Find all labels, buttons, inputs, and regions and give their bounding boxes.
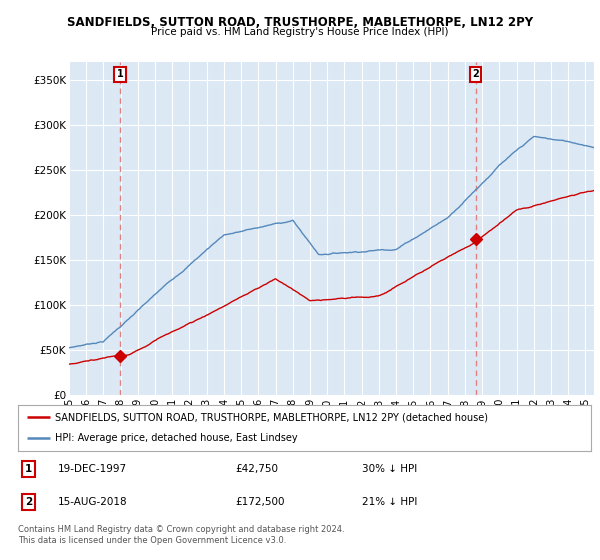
Text: Contains HM Land Registry data © Crown copyright and database right 2024.
This d: Contains HM Land Registry data © Crown c… bbox=[18, 525, 344, 545]
Text: 21% ↓ HPI: 21% ↓ HPI bbox=[362, 497, 417, 507]
Text: 2: 2 bbox=[25, 497, 32, 507]
Text: 1: 1 bbox=[117, 69, 124, 79]
Text: 15-AUG-2018: 15-AUG-2018 bbox=[58, 497, 128, 507]
Text: SANDFIELDS, SUTTON ROAD, TRUSTHORPE, MABLETHORPE, LN12 2PY: SANDFIELDS, SUTTON ROAD, TRUSTHORPE, MAB… bbox=[67, 16, 533, 29]
Text: HPI: Average price, detached house, East Lindsey: HPI: Average price, detached house, East… bbox=[55, 433, 298, 444]
Text: Price paid vs. HM Land Registry's House Price Index (HPI): Price paid vs. HM Land Registry's House … bbox=[151, 27, 449, 37]
Text: SANDFIELDS, SUTTON ROAD, TRUSTHORPE, MABLETHORPE, LN12 2PY (detached house): SANDFIELDS, SUTTON ROAD, TRUSTHORPE, MAB… bbox=[55, 412, 488, 422]
Text: 1: 1 bbox=[25, 464, 32, 474]
Text: 19-DEC-1997: 19-DEC-1997 bbox=[58, 464, 127, 474]
Text: 2: 2 bbox=[472, 69, 479, 79]
Text: 30% ↓ HPI: 30% ↓ HPI bbox=[362, 464, 417, 474]
Text: £172,500: £172,500 bbox=[236, 497, 285, 507]
Text: £42,750: £42,750 bbox=[236, 464, 279, 474]
